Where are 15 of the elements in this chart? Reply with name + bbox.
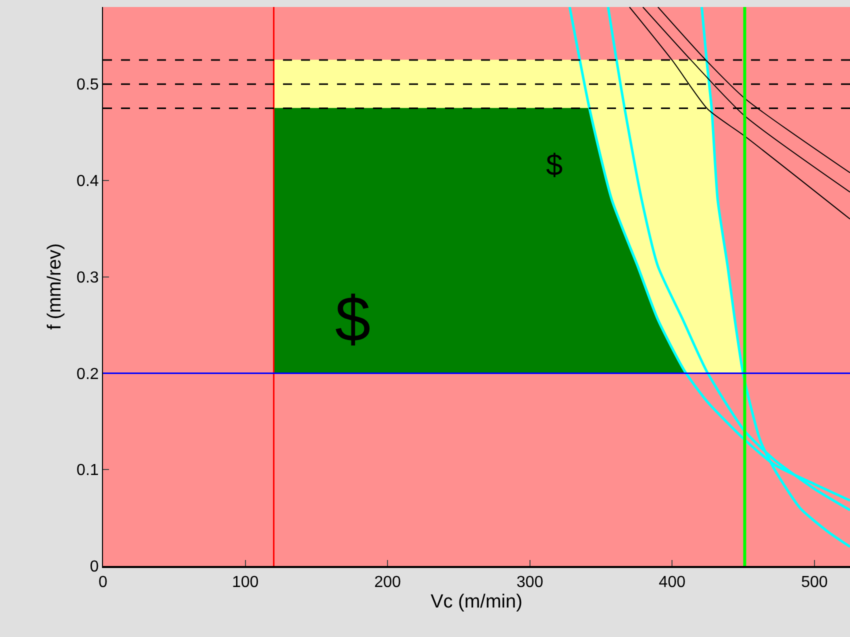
x-axis-title: Vc (m/min) <box>430 592 522 612</box>
x-tick-label: 100 <box>232 574 259 592</box>
y-tick-label: 0.2 <box>76 366 99 383</box>
y-tick-label: 0.4 <box>76 173 99 190</box>
annotation: $ <box>546 149 563 182</box>
y-tick-label: 0.1 <box>76 462 99 480</box>
x-tick-label: 400 <box>658 574 686 592</box>
y-tick-label: 0 <box>90 558 99 576</box>
annotation: $ <box>335 283 371 355</box>
y-tick-label: 0.3 <box>76 269 99 286</box>
y-tick-label: 0.5 <box>76 76 99 94</box>
x-tick-label: 300 <box>516 574 544 592</box>
y-axis-title: f (mm/rev) <box>44 243 66 330</box>
x-tick-label: 500 <box>801 574 828 592</box>
x-tick-label: 200 <box>374 574 402 592</box>
